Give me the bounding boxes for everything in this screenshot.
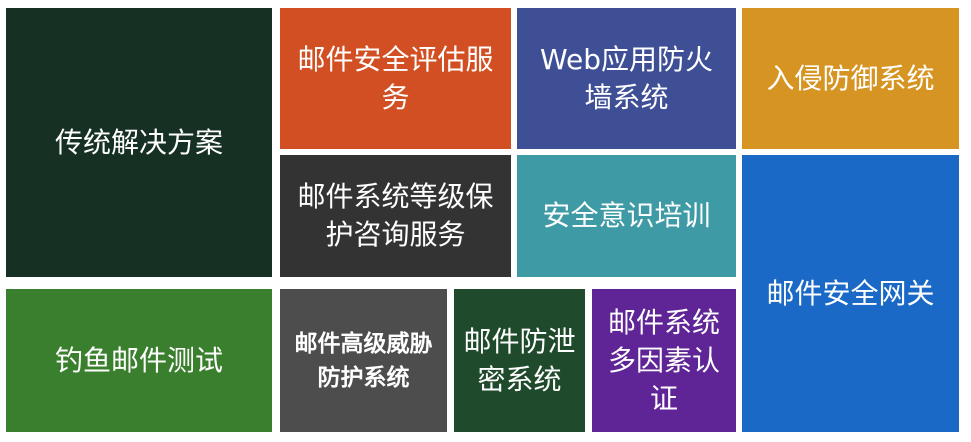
tile-phishing-email-test[interactable]: 钓鱼邮件测试	[6, 289, 272, 432]
tile-classified-protection-consulting[interactable]: 邮件系统等级保护咨询服务	[280, 155, 511, 277]
tile-web-application-firewall[interactable]: Web应用防火墙系统	[517, 8, 736, 149]
tile-advanced-threat-protection[interactable]: 邮件高级威胁防护系统	[280, 289, 447, 432]
tile-multi-factor-authentication[interactable]: 邮件系统多因素认证	[592, 289, 736, 432]
tile-email-data-leak-prevention-label: 邮件防泄密系统	[463, 324, 576, 396]
tile-security-awareness-training-label: 安全意识培训	[542, 199, 711, 232]
tile-email-security-assessment-label: 邮件安全评估服务	[297, 42, 494, 114]
tile-security-awareness-training[interactable]: 安全意识培训	[517, 155, 736, 277]
tile-email-data-leak-prevention[interactable]: 邮件防泄密系统	[454, 289, 585, 432]
tile-traditional-solution-label: 传统解决方案	[54, 125, 223, 159]
tile-classified-protection-consulting-label: 邮件系统等级保护咨询服务	[297, 180, 494, 251]
tile-intrusion-prevention[interactable]: 入侵防御系统	[742, 8, 959, 149]
tile-intrusion-prevention-label: 入侵防御系统	[766, 61, 935, 95]
tile-email-security-gateway[interactable]: 邮件安全网关	[742, 155, 959, 432]
tile-traditional-solution[interactable]: 传统解决方案	[6, 8, 272, 277]
tile-advanced-threat-protection-label: 邮件高级威胁防护系统	[294, 330, 433, 391]
tile-web-application-firewall-label: Web应用防火墙系统	[539, 42, 714, 114]
tile-phishing-email-test-label: 钓鱼邮件测试	[54, 343, 223, 377]
tile-email-security-assessment[interactable]: 邮件安全评估服务	[280, 8, 511, 149]
tile-email-security-gateway-label: 邮件安全网关	[766, 276, 935, 310]
tile-multi-factor-authentication-label: 邮件系统多因素认证	[607, 305, 720, 415]
